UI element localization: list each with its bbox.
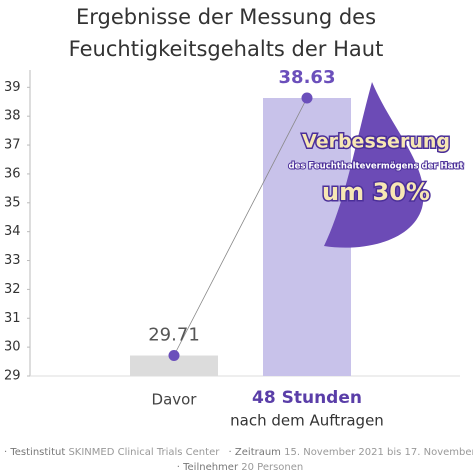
y-tick-label: 39 <box>4 80 21 95</box>
y-tick-label: 37 <box>4 138 21 153</box>
annotation-title: Verbesserung <box>302 131 450 153</box>
y-tick-label: 30 <box>4 340 21 355</box>
y-tick-label: 32 <box>4 282 21 297</box>
x-tick-label: 48 Stunden <box>252 388 362 408</box>
y-tick-label: 33 <box>4 253 21 268</box>
footer-key: Zeitraum <box>235 447 281 458</box>
data-label: 38.63 <box>279 67 336 88</box>
drop-shape <box>324 82 424 248</box>
footer-key: Teilnehmer <box>182 462 239 473</box>
data-point <box>301 92 313 104</box>
y-tick-label: 38 <box>4 109 21 124</box>
y-tick-label: 29 <box>4 369 21 384</box>
y-tick-label: 35 <box>4 195 21 210</box>
annotation-text: des Feuchthaltevermögens der Haut <box>289 162 464 172</box>
x-tick-note: nach dem Auftragen <box>230 412 384 430</box>
data-point <box>168 350 180 362</box>
y-tick-label: 36 <box>4 166 21 181</box>
y-tick-label: 31 <box>4 311 21 326</box>
footer-line: · Teilnehmer 20 Personen <box>177 462 304 473</box>
annotation-value: um 30% <box>322 178 430 206</box>
x-tick-label: Davor <box>152 391 198 409</box>
y-tick-label: 34 <box>4 224 21 239</box>
footer-key: Testinstitut <box>9 447 65 458</box>
footer-value: SKINMED Clinical Trials Center <box>68 447 220 458</box>
trend-line <box>173 97 308 356</box>
footer-dot: · <box>229 447 232 458</box>
footer-line: · Testinstitut SKINMED Clinical Trials C… <box>4 447 473 458</box>
data-label: 29.71 <box>148 325 200 346</box>
chart-title: Feuchtigkeitsgehalts der Haut <box>69 37 384 61</box>
bar <box>130 355 218 376</box>
footer-value: 20 Personen <box>241 462 303 473</box>
footer-value: 15. November 2021 bis 17. November 2021 <box>284 447 473 458</box>
chart-title: Ergebnisse der Messung des <box>76 5 376 29</box>
